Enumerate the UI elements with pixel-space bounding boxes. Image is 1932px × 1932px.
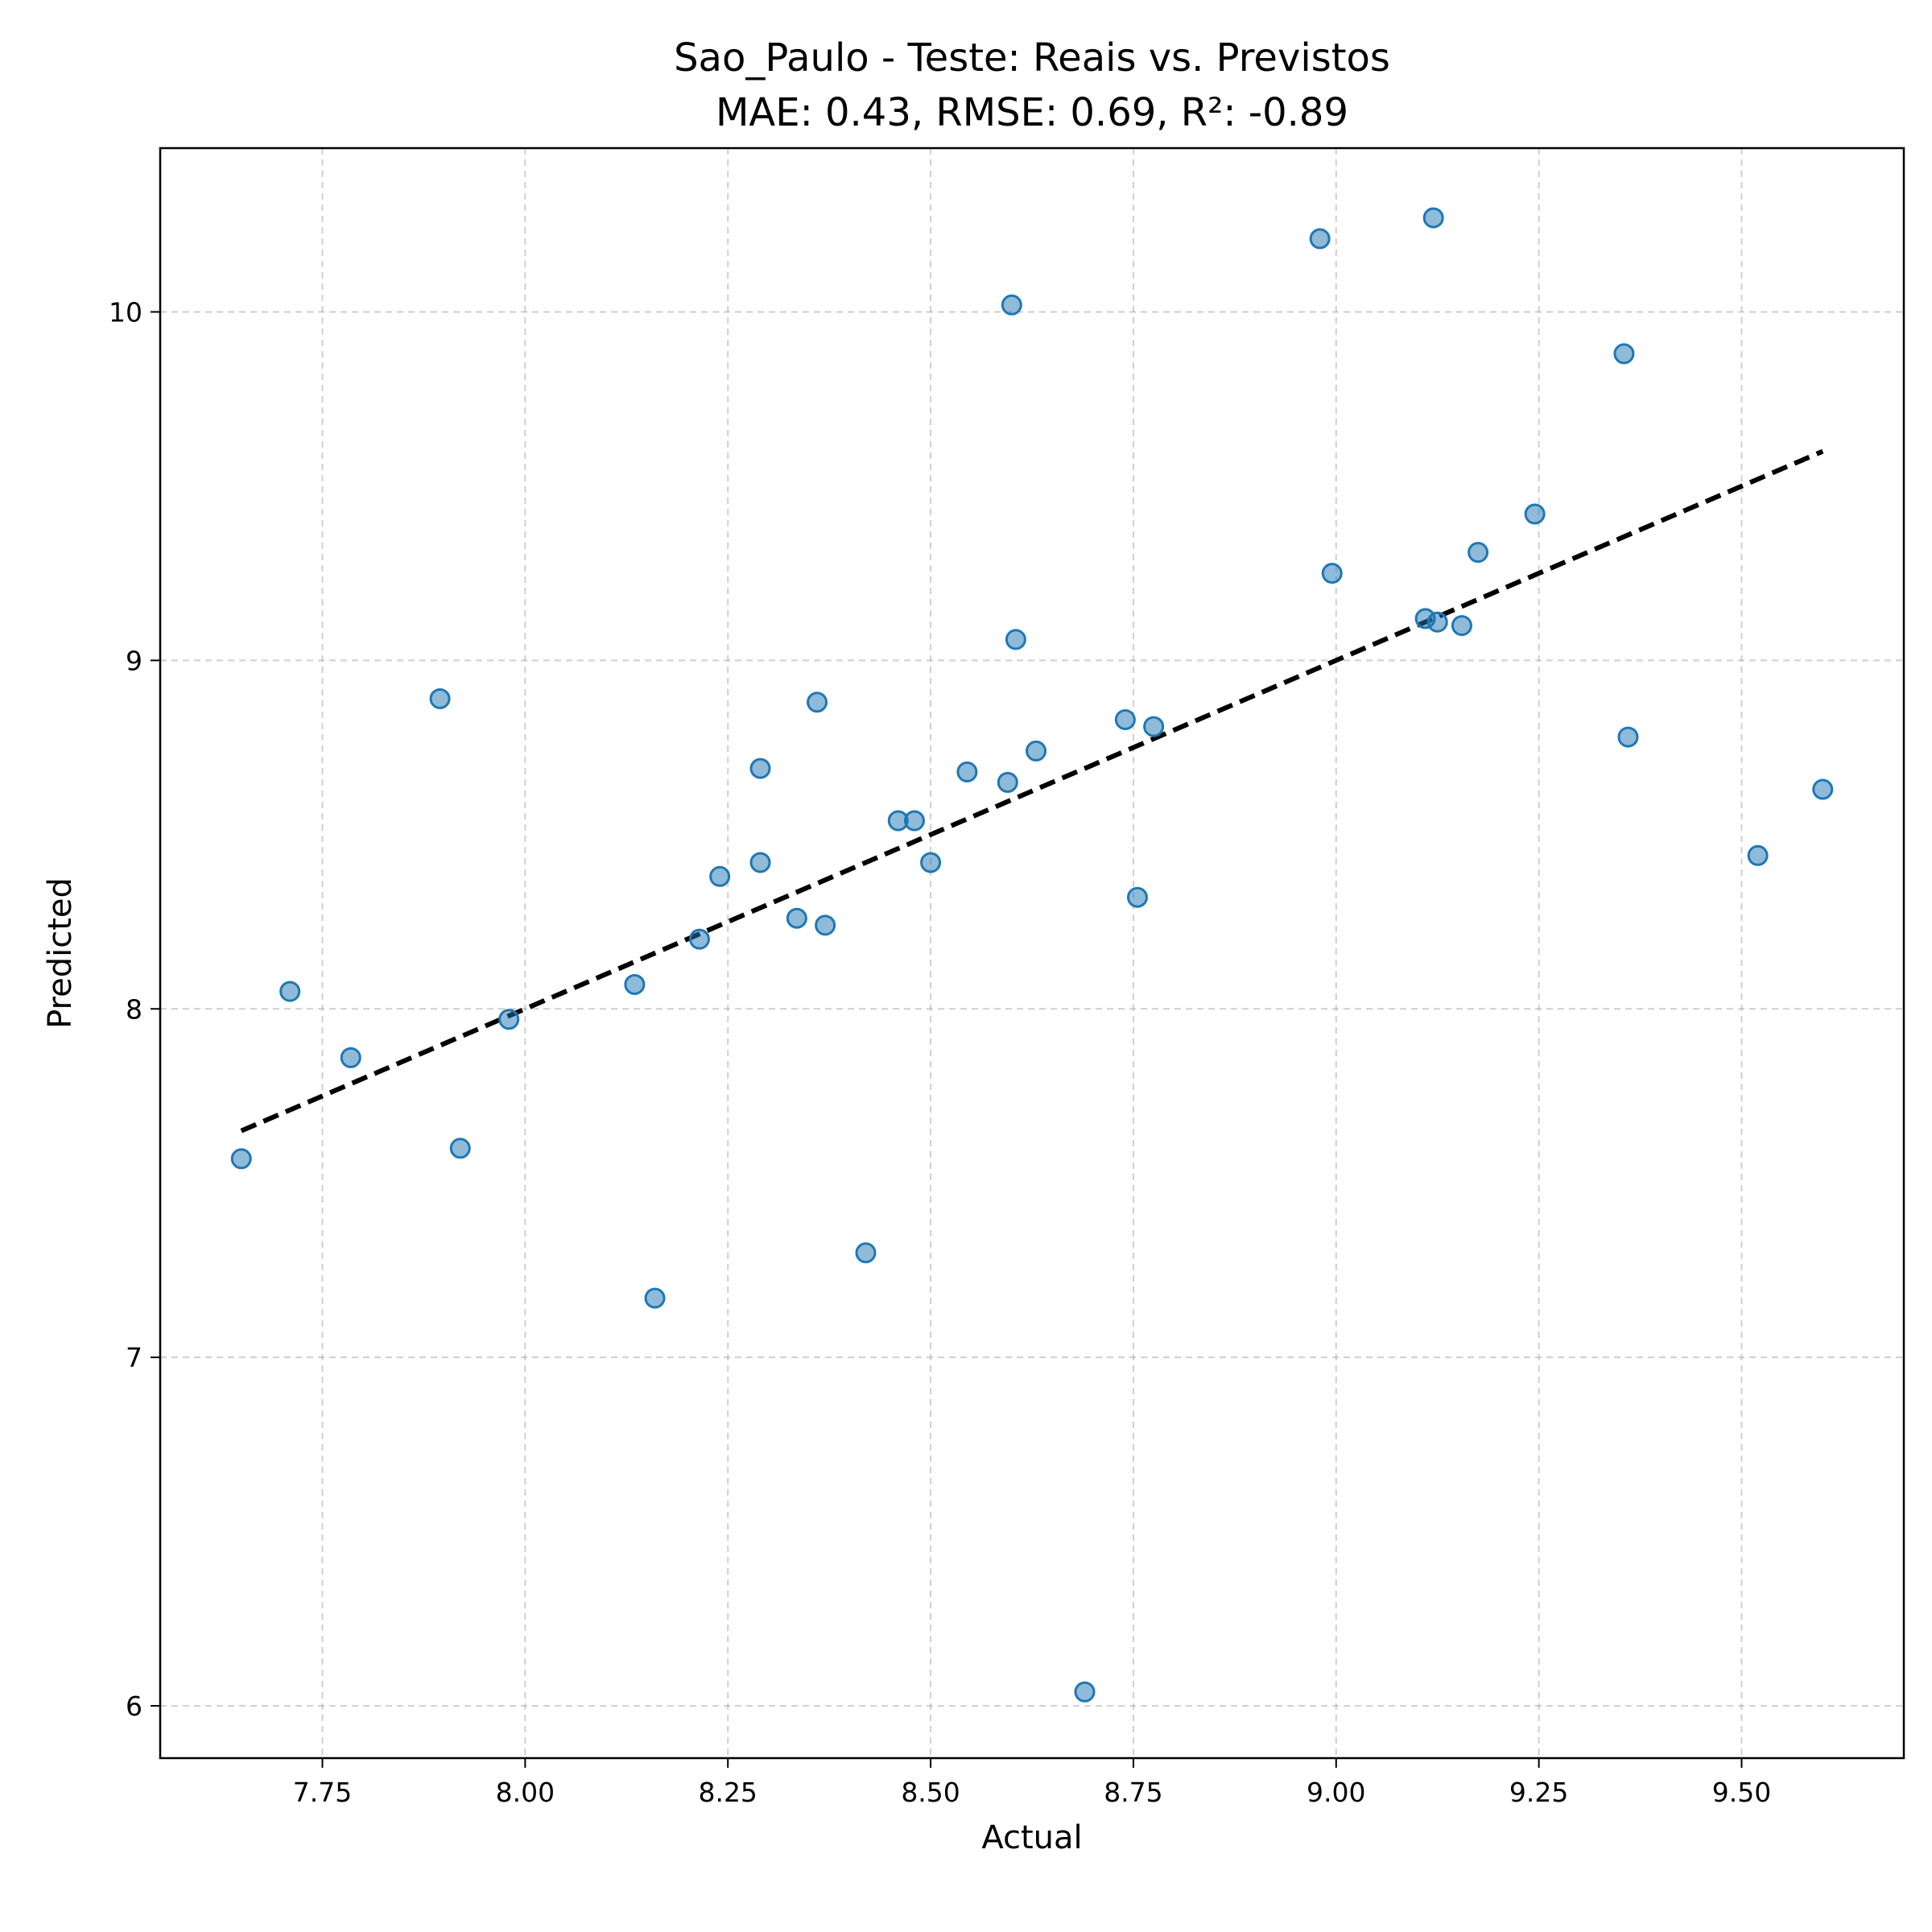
x-tick-label: 9.00 <box>1307 1777 1365 1808</box>
scatter-point <box>997 771 1018 793</box>
scatter-point <box>749 758 771 779</box>
y-axis-ticks: 6 7 8 9 10 <box>109 296 160 1722</box>
scatter-point <box>956 761 978 782</box>
scatter-point <box>688 928 710 950</box>
scatter-point <box>1812 778 1834 800</box>
scatter-point <box>807 691 828 713</box>
scatter-point <box>1747 844 1769 866</box>
scatter-point <box>1309 228 1331 250</box>
x-tick-label: 8.00 <box>496 1777 555 1808</box>
ideal-fit-line <box>240 448 1824 1133</box>
scatter-point <box>1321 563 1343 584</box>
x-tick-label: 8.25 <box>698 1777 757 1808</box>
plot-area-frame <box>159 147 1905 1760</box>
scatter-point <box>1026 740 1047 762</box>
x-tick-label: 9.25 <box>1509 1777 1568 1808</box>
scatter-point <box>1126 886 1148 908</box>
grid <box>160 148 1904 1758</box>
x-axis-ticks: 7.75 8.00 8.25 8.50 8.75 9.00 9.25 9.50 <box>293 1758 1771 1808</box>
y-tick-label: 7 <box>126 1342 142 1373</box>
scatter-point <box>1617 726 1639 748</box>
scatter-point <box>749 852 771 873</box>
scatter-point <box>1143 716 1165 737</box>
scatter-point <box>279 980 301 1002</box>
scatter-point <box>498 1009 520 1030</box>
scatter-point <box>1468 542 1489 564</box>
chart-title: Sao_Paulo - Teste: Reais vs. Previstos <box>674 35 1390 80</box>
scatter-point <box>855 1242 877 1264</box>
scatter-point <box>644 1287 666 1309</box>
scatter-point <box>815 914 836 936</box>
scatter-point <box>1524 503 1546 525</box>
chart-subtitle: MAE: 0.43, RMSE: 0.69, R²: -0.89 <box>716 90 1348 135</box>
scatter-point <box>1074 1681 1096 1703</box>
x-axis-label: Actual <box>981 1819 1082 1856</box>
scatter-point <box>1005 629 1026 650</box>
scatter-point <box>1114 708 1136 730</box>
scatter-point <box>786 907 807 929</box>
scatter-point <box>903 810 925 832</box>
scatter-point <box>1426 611 1448 633</box>
scatter-point <box>709 865 731 887</box>
y-tick-label: 8 <box>126 993 142 1025</box>
scatter-point <box>449 1137 471 1159</box>
scatter-point <box>920 852 942 873</box>
scatter-point <box>1613 343 1635 365</box>
scatter-point <box>340 1046 361 1068</box>
reference-line-layer <box>240 448 1824 1133</box>
x-tick-label: 8.75 <box>1104 1777 1162 1808</box>
scatter-point <box>1001 294 1022 316</box>
y-tick-label: 10 <box>109 296 142 328</box>
y-tick-label: 6 <box>126 1690 142 1722</box>
scatter-point <box>1451 615 1472 637</box>
y-tick-label: 9 <box>126 645 142 676</box>
scatter-point <box>624 973 646 995</box>
data-points <box>230 207 1834 1703</box>
scatter-point <box>429 687 451 709</box>
x-tick-label: 8.50 <box>901 1777 960 1808</box>
x-tick-label: 7.75 <box>293 1777 352 1808</box>
scatter-point <box>1422 207 1444 229</box>
scatter-point <box>230 1148 252 1170</box>
x-tick-label: 9.50 <box>1712 1777 1771 1808</box>
y-axis-label: Predicted <box>42 877 79 1029</box>
